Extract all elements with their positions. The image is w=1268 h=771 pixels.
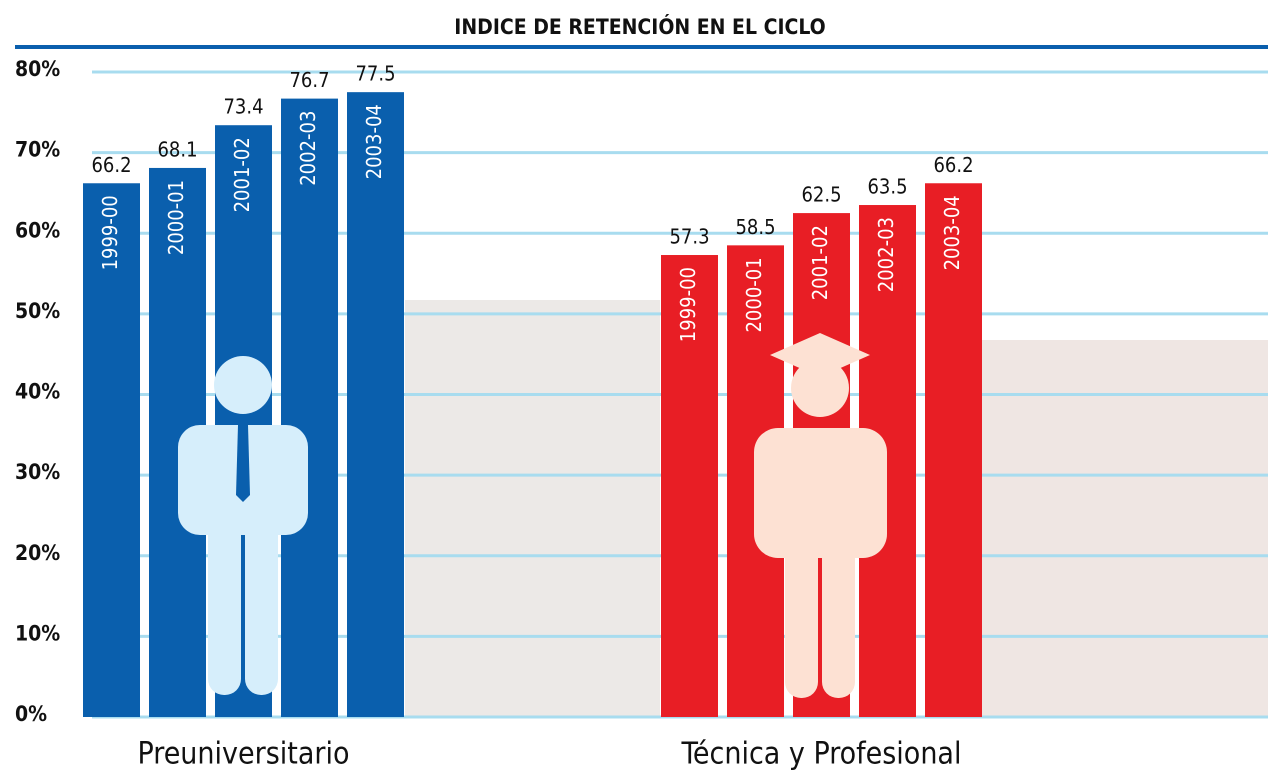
value-label: 63.5 (867, 175, 907, 199)
bar-category-label: 2000-01 (164, 180, 188, 255)
bar (281, 98, 338, 717)
bar-category-label: 1999-00 (676, 267, 700, 342)
value-label: 66.2 (933, 153, 973, 177)
value-label: 57.3 (669, 225, 709, 249)
bar-category-label: 2003-04 (940, 195, 964, 270)
value-label: 66.2 (91, 153, 131, 177)
bars (83, 92, 982, 718)
bar (347, 92, 404, 717)
bar-category-label: 2001-02 (230, 137, 254, 212)
bar-category-label: 2002-03 (874, 217, 898, 292)
value-label: 73.4 (223, 95, 263, 119)
bar (925, 183, 982, 717)
labels: 0% 10% 20% 30% 40% 50% 60% 70% 80% 66.2 1999-00 68.… (15, 57, 974, 771)
bar-category-label: 2003-04 (362, 104, 386, 179)
photo-placeholder (982, 340, 1268, 717)
person-icon (754, 333, 887, 698)
y-tick-label: 10% (15, 621, 60, 645)
y-tick-label: 70% (15, 138, 60, 162)
group-label: Preuniversitario (138, 737, 350, 771)
y-tick-label: 50% (15, 299, 60, 323)
value-label: 68.1 (157, 137, 197, 161)
y-tick-label: 80% (15, 57, 60, 81)
bar-category-label: 2000-01 (742, 257, 766, 332)
title-rule (15, 45, 1268, 49)
bar-category-label: 2002-03 (296, 111, 320, 186)
bar-category-label: 1999-00 (98, 195, 122, 270)
value-label: 58.5 (735, 215, 775, 239)
bar-category-label: 2001-02 (808, 225, 832, 300)
value-label: 77.5 (355, 62, 395, 86)
y-tick-label: 0% (15, 702, 47, 726)
y-tick-label: 20% (15, 541, 60, 565)
value-label: 62.5 (801, 183, 841, 207)
y-tick-label: 60% (15, 218, 60, 242)
group-label: Técnica y Profesional (681, 737, 962, 771)
bar (661, 255, 718, 718)
y-tick-label: 30% (15, 460, 60, 484)
photo-placeholder (405, 300, 660, 717)
person-icon (178, 356, 308, 695)
bar (83, 183, 140, 717)
value-label: 76.7 (289, 68, 329, 92)
y-tick-label: 40% (15, 380, 60, 404)
chart-title: INDICE DE RETENCIÓN EN EL CICLO (454, 14, 825, 39)
